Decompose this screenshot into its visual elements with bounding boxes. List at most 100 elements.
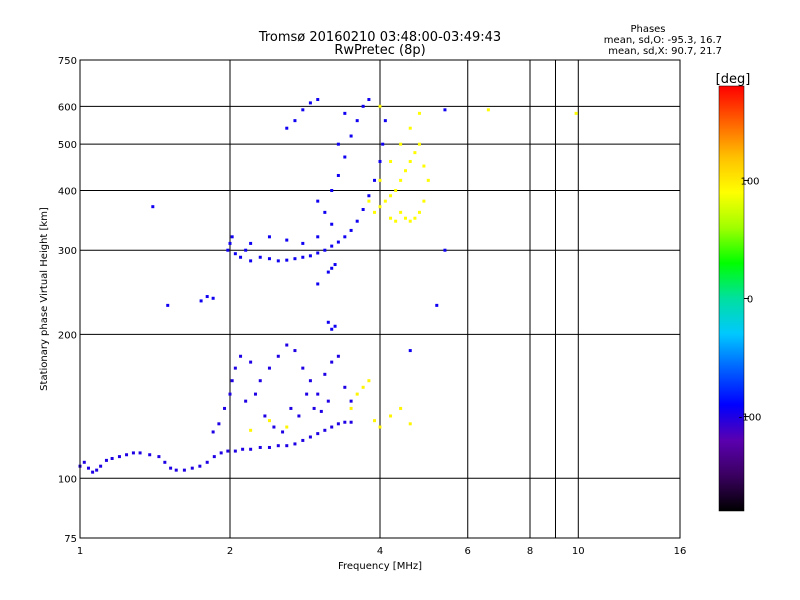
data-point bbox=[389, 414, 393, 418]
data-point bbox=[426, 178, 430, 182]
data-point bbox=[182, 468, 186, 472]
data-point bbox=[316, 235, 320, 239]
data-point bbox=[330, 360, 334, 364]
data-point bbox=[110, 456, 114, 460]
data-point bbox=[233, 366, 237, 370]
data-point bbox=[226, 248, 230, 252]
data-point bbox=[486, 108, 490, 112]
data-point bbox=[422, 164, 426, 168]
x-tick-label: 8 bbox=[527, 546, 533, 557]
data-point bbox=[343, 155, 347, 159]
data-point bbox=[285, 444, 289, 448]
grid bbox=[80, 60, 680, 538]
data-point bbox=[244, 248, 248, 252]
data-point bbox=[408, 159, 412, 163]
x-axis-label: Frequency [MHz] bbox=[338, 561, 422, 572]
data-point bbox=[230, 379, 234, 383]
colorbar-label: [deg] bbox=[716, 72, 751, 87]
data-point bbox=[316, 282, 320, 286]
data-point bbox=[190, 466, 194, 470]
data-point bbox=[239, 255, 243, 259]
data-point bbox=[361, 385, 365, 389]
data-point bbox=[308, 379, 312, 383]
data-point bbox=[308, 435, 312, 439]
data-point bbox=[326, 399, 330, 403]
data-point bbox=[239, 354, 243, 358]
data-point bbox=[373, 210, 377, 214]
tick-labels: 1 2 4 6 8 10 16 75 100 200 300 400 500 600 750 bbox=[58, 56, 686, 557]
data-point bbox=[399, 406, 403, 410]
data-point bbox=[301, 255, 305, 259]
data-point bbox=[305, 392, 309, 396]
data-point bbox=[211, 296, 215, 300]
data-point bbox=[131, 451, 135, 455]
data-point bbox=[316, 392, 320, 396]
data-point bbox=[378, 205, 382, 209]
data-point bbox=[417, 210, 421, 214]
x-tick-label: 6 bbox=[465, 546, 471, 557]
data-point bbox=[349, 399, 353, 403]
stats-heading: Phases bbox=[630, 24, 665, 35]
colorbar-tick-label: 100 bbox=[740, 176, 759, 187]
data-point bbox=[157, 455, 161, 459]
data-point bbox=[443, 248, 447, 252]
data-point bbox=[389, 159, 393, 163]
data-point bbox=[285, 258, 289, 262]
data-point bbox=[333, 324, 337, 328]
data-point bbox=[417, 142, 421, 146]
data-point bbox=[323, 248, 327, 252]
data-point bbox=[378, 178, 382, 182]
x-tick-label: 2 bbox=[227, 546, 233, 557]
data-point bbox=[330, 266, 334, 270]
data-point bbox=[316, 98, 320, 102]
data-point bbox=[148, 453, 152, 457]
data-point bbox=[166, 303, 170, 307]
data-point bbox=[355, 219, 359, 223]
data-point bbox=[349, 406, 353, 410]
data-point bbox=[258, 379, 262, 383]
data-point bbox=[336, 173, 340, 177]
data-point bbox=[249, 447, 253, 451]
data-point bbox=[367, 98, 371, 102]
data-point bbox=[378, 104, 382, 108]
data-point bbox=[276, 259, 280, 263]
data-point bbox=[249, 241, 253, 245]
data-point bbox=[249, 259, 253, 263]
data-point bbox=[163, 460, 167, 464]
data-point bbox=[217, 422, 221, 426]
data-point bbox=[82, 460, 86, 464]
x-tick-label: 10 bbox=[572, 546, 585, 557]
x-tick-label: 1 bbox=[77, 546, 83, 557]
data-point bbox=[323, 428, 327, 432]
y-tick-label: 750 bbox=[58, 56, 77, 67]
data-point bbox=[378, 159, 382, 163]
data-point bbox=[399, 210, 403, 214]
data-point bbox=[205, 460, 209, 464]
y-tick-label: 200 bbox=[58, 330, 77, 341]
data-point bbox=[233, 449, 237, 453]
data-point bbox=[330, 188, 334, 192]
data-point bbox=[408, 422, 412, 426]
data-point bbox=[285, 126, 289, 130]
data-point bbox=[199, 299, 203, 303]
data-point bbox=[343, 420, 347, 424]
data-point bbox=[267, 235, 271, 239]
data-point bbox=[169, 466, 173, 470]
data-point bbox=[319, 409, 323, 413]
data-point bbox=[258, 255, 262, 259]
data-point bbox=[285, 425, 289, 429]
data-point bbox=[326, 270, 330, 274]
data-point bbox=[138, 451, 142, 455]
colorbar-gradient bbox=[718, 85, 745, 512]
data-point bbox=[373, 178, 377, 182]
data-point bbox=[349, 134, 353, 138]
data-point bbox=[244, 399, 248, 403]
data-point bbox=[301, 438, 305, 442]
data-point bbox=[367, 199, 371, 203]
data-point bbox=[343, 385, 347, 389]
data-point bbox=[285, 238, 289, 242]
data-point bbox=[281, 430, 285, 434]
colorbar-tick-label: 0 bbox=[747, 295, 753, 306]
data-point bbox=[312, 406, 316, 410]
data-point bbox=[293, 442, 297, 446]
